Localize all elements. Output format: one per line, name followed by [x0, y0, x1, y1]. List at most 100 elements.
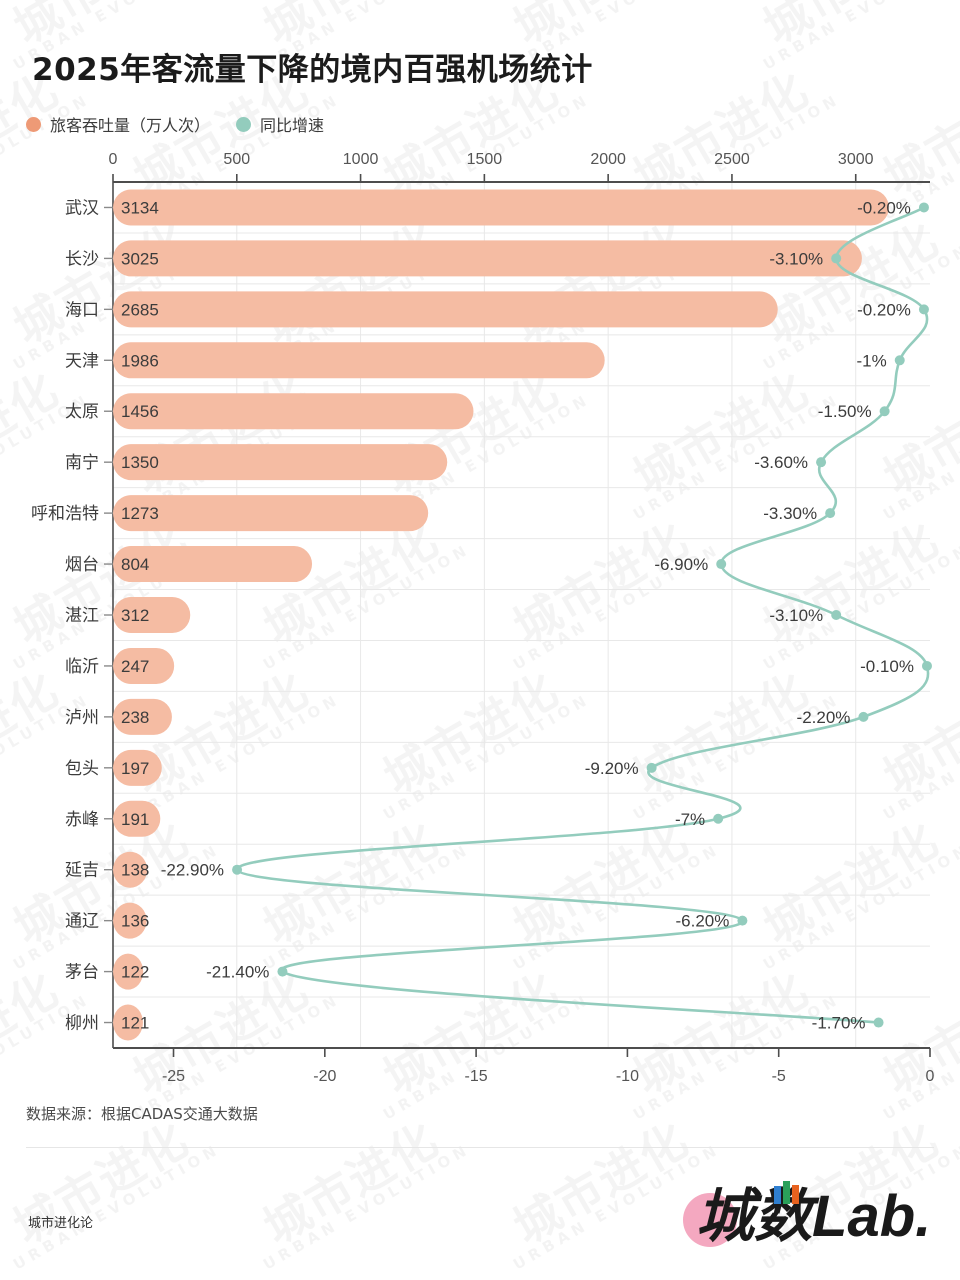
growth-point	[858, 711, 869, 722]
chart-svg: 0 500 1000 1500 2000 2500 3000 -25 -20 -15 -10 -5 0 3…	[31, 151, 935, 1085]
bar-throughput	[113, 546, 313, 583]
bar-value-label: 1986	[121, 351, 159, 370]
category-label: 柳州	[65, 1014, 99, 1034]
bar-throughput	[113, 189, 889, 226]
growth-point	[873, 1017, 884, 1028]
bar-throughput	[113, 240, 862, 277]
top-axis-tick-label: 2500	[714, 151, 750, 168]
growth-point	[713, 813, 724, 824]
top-axis-tick-label: 2000	[590, 151, 626, 168]
bar-value-label: 238	[121, 708, 149, 727]
growth-point	[646, 762, 657, 773]
logo-pink-circle-icon	[683, 1193, 737, 1247]
category-label: 通辽	[65, 912, 99, 932]
growth-value-label: -9.20%	[585, 759, 639, 778]
category-label: 烟台	[65, 555, 99, 575]
bar-value-label: 136	[121, 912, 149, 931]
growth-value-label: -6.20%	[676, 912, 730, 931]
legend-label-throughput: 旅客吞吐量（万人次）	[50, 116, 211, 135]
bar-throughput	[113, 444, 448, 481]
category-label: 武汉	[65, 198, 99, 218]
category-label: 延吉	[65, 861, 99, 881]
bottom-axis-tick-label: -5	[772, 1068, 786, 1085]
category-label: 包头	[65, 759, 99, 779]
bar-value-label: 312	[121, 606, 149, 625]
growth-value-label: -21.40%	[206, 963, 269, 982]
growth-point	[831, 610, 842, 620]
top-axis-tick-label: 0	[109, 151, 118, 168]
growth-point	[737, 915, 748, 926]
bar-value-label: 1350	[121, 453, 159, 472]
bar-value-label: 3025	[121, 249, 159, 268]
legend-dot-icon-throughput	[26, 116, 41, 132]
logo-accent-green	[783, 1181, 790, 1204]
growth-value-label: -0.20%	[857, 300, 911, 319]
growth-point	[894, 355, 905, 366]
logo-accent-blue	[774, 1186, 781, 1204]
bar-value-label: 3134	[121, 198, 159, 217]
growth-line	[235, 206, 930, 1024]
bar-value-label: 121	[121, 1014, 149, 1033]
bar-throughput	[113, 902, 147, 939]
growth-point	[918, 202, 929, 213]
bar-throughput	[113, 647, 175, 684]
growth-value-label: -3.10%	[769, 249, 823, 268]
bar-throughput	[113, 851, 148, 888]
bar-value-label: 138	[121, 861, 149, 880]
bar-value-label: 247	[121, 657, 149, 676]
category-label: 天津	[65, 351, 99, 371]
bottom-axis-tick-label: -15	[465, 1068, 488, 1085]
chart-legend: 旅客吞吐量（万人次） 同比增速	[26, 112, 324, 136]
growth-value-label: -0.10%	[860, 657, 914, 676]
legend-item-throughput: 旅客吞吐量（万人次）	[26, 112, 210, 136]
bar-value-label: 197	[121, 759, 149, 778]
bar-throughput	[113, 800, 161, 837]
bottom-axis-tick-label: -20	[313, 1068, 336, 1085]
bar-value-label: 1456	[121, 402, 159, 421]
growth-value-label: -2.20%	[797, 708, 851, 727]
bottom-axis-tick-label: -25	[162, 1068, 185, 1085]
category-label: 海口	[65, 300, 99, 320]
bar-value-label: 804	[121, 555, 149, 574]
growth-value-label: -6.90%	[654, 555, 708, 574]
bar-throughput	[113, 1004, 143, 1041]
bar-value-label: 191	[121, 810, 149, 829]
top-axis-tick-label: 1500	[467, 151, 503, 168]
category-label: 泸州	[65, 708, 99, 728]
category-label: 呼和浩特	[31, 504, 99, 524]
growth-point	[879, 406, 890, 417]
growth-value-label: -7%	[675, 810, 705, 829]
bar-throughput	[113, 393, 474, 430]
growth-value-label: -0.20%	[857, 198, 911, 217]
legend-label-growth: 同比增速	[260, 116, 325, 135]
growth-value-label: -3.60%	[754, 453, 808, 472]
footer-divider	[26, 1147, 934, 1148]
bar-value-label: 2685	[121, 300, 159, 319]
bar-value-label: 122	[121, 963, 149, 982]
bottom-axis-tick-label: -10	[616, 1068, 639, 1085]
logo-accent-orange	[792, 1185, 799, 1204]
growth-point	[831, 253, 842, 264]
growth-point	[825, 508, 836, 519]
category-label: 茅台	[65, 963, 99, 983]
growth-point	[277, 966, 288, 977]
top-axis-tick-label: 1000	[343, 151, 379, 168]
category-label: 南宁	[65, 453, 99, 473]
growth-point	[716, 559, 727, 570]
bottom-axis-tick-label: 0	[926, 1068, 935, 1085]
bar-throughput	[113, 597, 191, 633]
source-note: 数据来源：根据CADAS交通大数据	[26, 1105, 258, 1123]
growth-value-label: -22.90%	[161, 861, 224, 880]
category-label: 临沂	[65, 657, 99, 677]
bar-throughput	[113, 291, 778, 328]
growth-point	[918, 304, 929, 315]
bar-throughput	[113, 495, 429, 532]
top-axis-tick-label: 500	[223, 151, 250, 168]
bar-throughput	[113, 749, 162, 786]
growth-point	[921, 660, 932, 671]
growth-value-label: -1%	[857, 351, 887, 370]
page-title: 2025年客流量下降的境内百强机场统计	[32, 52, 593, 88]
bar-throughput	[113, 342, 605, 379]
growth-value-label: -1.70%	[812, 1014, 866, 1033]
